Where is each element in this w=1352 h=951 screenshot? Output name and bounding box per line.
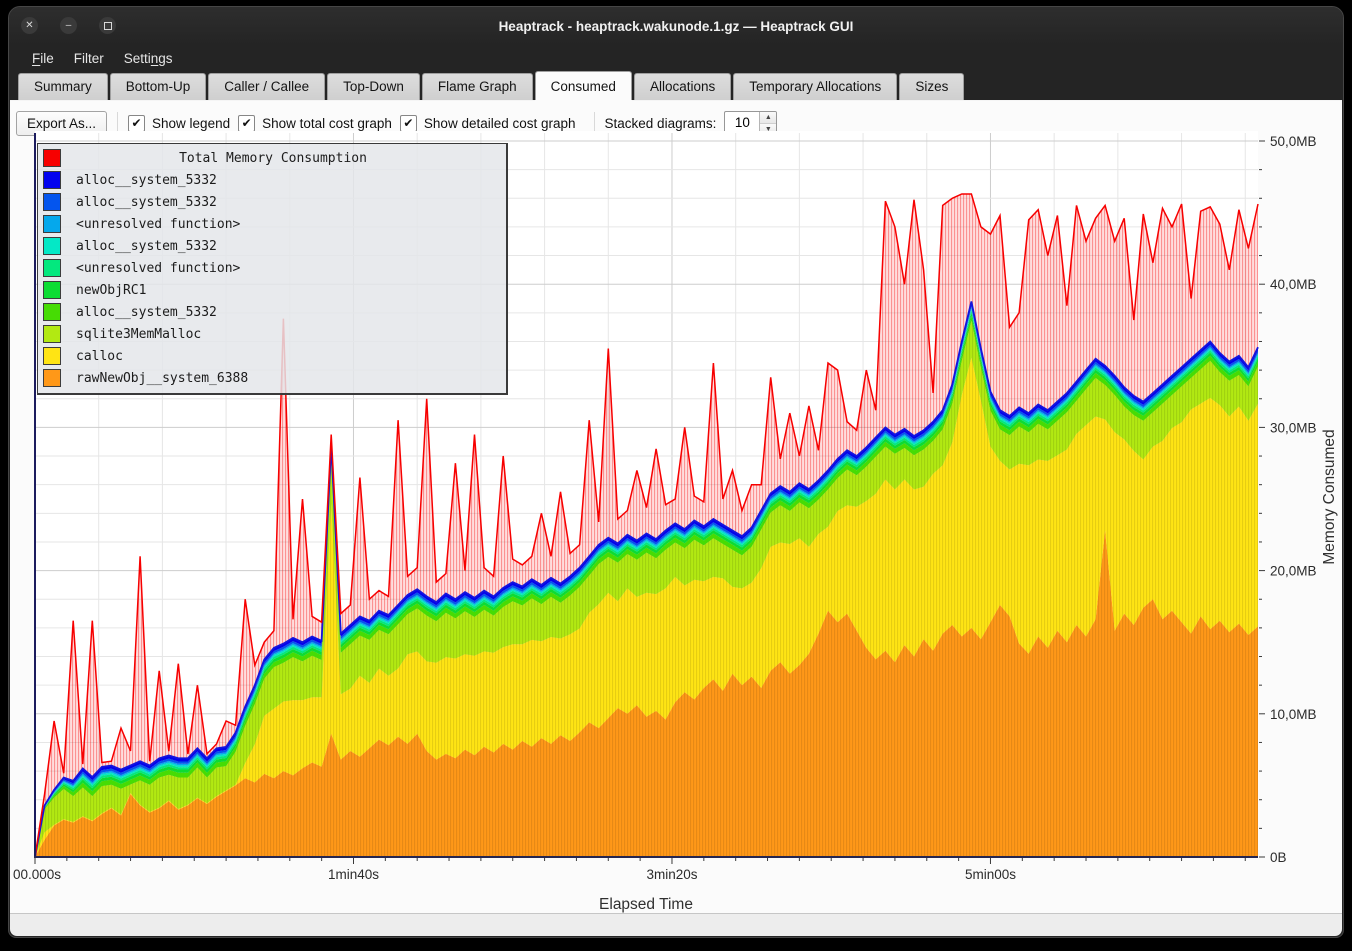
legend-label: <unresolved function>: [76, 216, 241, 232]
legend-item: newObjRC1: [38, 279, 506, 301]
legend-label: alloc__system_5332: [76, 194, 217, 210]
toolbar-checkboxes: ✔ Show legend ✔ Show total cost graph ✔ Show …: [128, 114, 584, 132]
export-as-button[interactable]: Export As...: [16, 110, 108, 136]
menu-item-filter[interactable]: Filter: [73, 50, 104, 66]
menu-item-file[interactable]: File: [32, 50, 54, 66]
checkbox-label: Show detailed cost graph: [423, 115, 576, 131]
legend-item: calloc: [38, 345, 506, 367]
stacked-diagrams-value[interactable]: 10: [734, 114, 750, 130]
checkbox-show-detailed-cost-graph[interactable]: ✔ Show detailed cost graph: [399, 114, 576, 132]
window-controls: ✕ –: [21, 17, 116, 34]
legend-label: alloc__system_5332: [76, 238, 217, 254]
titlebar: Heaptrack - heaptrack.wakunode.1.gz — He…: [9, 7, 1343, 45]
tab-bottom-up[interactable]: Bottom-Up: [109, 73, 207, 100]
legend-label: sqlite3MemMalloc: [76, 326, 202, 342]
legend-swatch: [43, 325, 61, 343]
spinbox-arrows: ▲ ▼: [759, 111, 777, 135]
stacked-diagrams-label: Stacked diagrams:: [604, 115, 717, 131]
tab-consumed[interactable]: Consumed: [534, 71, 632, 100]
checkbox-label: Show legend: [152, 115, 231, 131]
tab-flame-graph[interactable]: Flame Graph: [421, 73, 533, 100]
legend-label: newObjRC1: [76, 282, 147, 298]
tab-top-down[interactable]: Top-Down: [327, 73, 420, 100]
legend-item: alloc__system_5332: [38, 301, 506, 323]
legend-swatch: [43, 347, 61, 365]
maximize-button[interactable]: [99, 17, 116, 34]
tab-caller-callee[interactable]: Caller / Callee: [208, 73, 326, 100]
spin-down-button[interactable]: ▼: [760, 122, 777, 135]
checkbox-show-legend[interactable]: ✔ Show legend: [128, 114, 231, 132]
chart-legend: Total Memory Consumption alloc__system_53…: [37, 143, 508, 395]
window-title: Heaptrack - heaptrack.wakunode.1.gz — He…: [498, 18, 854, 34]
menubar: File Filter Settings: [9, 45, 1343, 71]
legend-label: <unresolved function>: [76, 260, 241, 276]
tab-allocations[interactable]: Allocations: [633, 73, 732, 100]
maximize-icon: [103, 21, 112, 30]
tab-summary[interactable]: Summary: [18, 73, 108, 100]
legend-label: rawNewObj__system_6388: [76, 370, 249, 386]
legend-swatch: [43, 171, 61, 189]
legend-swatch: [43, 193, 61, 211]
checkmark-icon: ✔: [238, 114, 256, 132]
menu-item-settings[interactable]: Settings: [123, 50, 173, 66]
legend-item: <unresolved function>: [38, 213, 506, 235]
minimize-button[interactable]: –: [60, 17, 77, 34]
legend-label: alloc__system_5332: [76, 172, 217, 188]
legend-title-row: Total Memory Consumption: [38, 147, 506, 169]
legend-item: alloc__system_5332: [38, 169, 506, 191]
checkmark-icon: ✔: [128, 114, 146, 132]
toolbar: Export As... ✔ Show legend ✔ Show total cos…: [16, 109, 778, 137]
legend-swatch: [43, 149, 61, 167]
tab-bar: Summary Bottom-Up Caller / Callee Top-Down F…: [9, 71, 1343, 100]
tab-temporary-allocations[interactable]: Temporary Allocations: [733, 73, 898, 100]
stacked-diagrams-spinbox: 10 ▲ ▼: [724, 110, 778, 136]
legend-swatch: [43, 303, 61, 321]
legend-item: sqlite3MemMalloc: [38, 323, 506, 345]
toolbar-separator: [117, 112, 119, 134]
stacked-diagrams-control: Stacked diagrams: 10 ▲ ▼: [604, 110, 778, 136]
checkbox-show-total-cost-graph[interactable]: ✔ Show total cost graph: [238, 114, 392, 132]
spin-up-button[interactable]: ▲: [760, 111, 777, 123]
checkmark-icon: ✔: [399, 114, 417, 132]
legend-label: calloc: [76, 348, 123, 364]
checkbox-label: Show total cost graph: [262, 115, 392, 131]
close-button[interactable]: ✕: [21, 17, 38, 34]
legend-swatch: [43, 281, 61, 299]
legend-item: rawNewObj__system_6388: [38, 367, 506, 389]
legend-swatch: [43, 259, 61, 277]
legend-label: Total Memory Consumption: [179, 150, 367, 166]
toolbar-separator: [593, 112, 595, 134]
status-bar: [10, 913, 1342, 936]
legend-swatch: [43, 237, 61, 255]
legend-swatch: [43, 215, 61, 233]
legend-label: alloc__system_5332: [76, 304, 217, 320]
tab-sizes[interactable]: Sizes: [899, 73, 965, 100]
legend-item: alloc__system_5332: [38, 235, 506, 257]
legend-swatch: [43, 369, 61, 387]
legend-item: <unresolved function>: [38, 257, 506, 279]
legend-item: alloc__system_5332: [38, 191, 506, 213]
